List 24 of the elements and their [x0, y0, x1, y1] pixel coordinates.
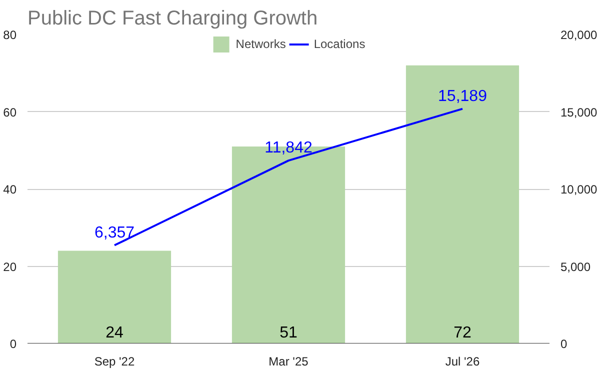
bar — [58, 250, 172, 344]
legend-label: Networks — [236, 37, 286, 51]
data-label: 15,189 — [438, 88, 488, 105]
data-label: 72 — [454, 324, 472, 342]
y-tick-label: 60 — [3, 105, 17, 120]
y-tick-label: 0 — [10, 337, 17, 351]
bar — [406, 65, 520, 344]
y2-tick-label: 15,000 — [560, 105, 598, 120]
y2-tick-label: 20,000 — [560, 28, 598, 42]
x-tick-label: Mar '25 — [268, 354, 309, 368]
data-label: 51 — [280, 324, 298, 342]
y-tick-label: 20 — [3, 260, 17, 274]
x-tick-label: Jul '26 — [445, 354, 480, 368]
data-label: 6,357 — [94, 224, 135, 242]
y2-tick-label: 5,000 — [560, 260, 591, 274]
x-tick-label: Sep '22 — [94, 354, 135, 368]
data-label: 11,842 — [264, 140, 312, 157]
y2-tick-label: 10,000 — [560, 182, 598, 196]
data-label: 24 — [106, 324, 124, 342]
chart-title: Public DC Fast Charging Growth — [28, 8, 318, 30]
y-tick-label: 40 — [3, 182, 17, 196]
legend-label: Locations — [314, 37, 366, 51]
y-tick-label: 80 — [3, 28, 17, 42]
y2-tick-label: 0 — [560, 337, 568, 351]
